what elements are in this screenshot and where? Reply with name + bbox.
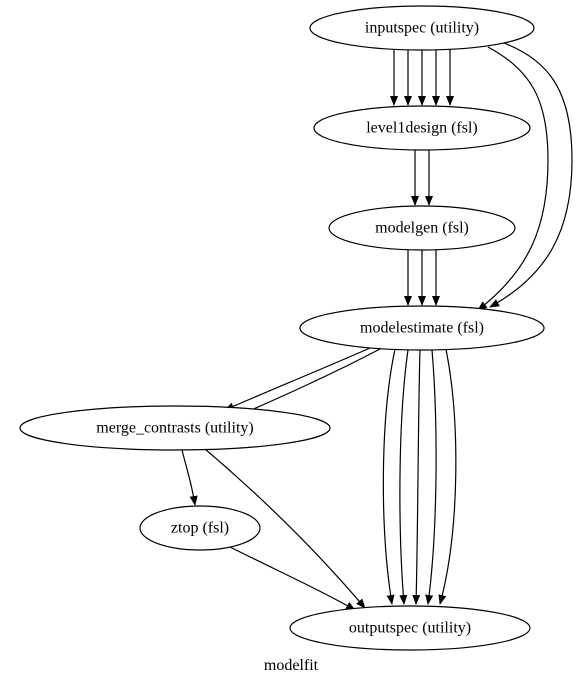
edge-modelestimate-outputspec-17 [428,350,436,604]
node-modelestimate: modelestimate (fsl) [300,306,544,350]
nodes-layer: inputspec (utility) level1design (fsl) mod… [20,6,544,650]
node-label-level1design: level1design (fsl) [366,120,478,137]
edge-modelestimate-outputspec-16 [416,350,420,604]
node-modelgen: modelgen (fsl) [329,206,515,250]
graph-title: modelfit [264,657,319,674]
node-level1design: level1design (fsl) [314,106,530,150]
node-label-mergecontrasts: merge_contrasts (utility) [96,420,253,437]
edge-modelestimate-outputspec-14 [383,349,395,604]
edge-mergecontrasts-ztop-19 [182,450,195,505]
node-label-outputspec: outputspec (utility) [349,620,471,637]
node-inputspec: inputspec (utility) [310,6,534,50]
node-label-inputspec: inputspec (utility) [365,20,479,37]
node-label-modelgen: modelgen (fsl) [375,220,469,237]
node-outputspec: outputspec (utility) [290,606,530,650]
edge-modelestimate-mergecontrasts-13 [240,349,380,415]
edge-ztop-outputspec-21 [230,547,355,610]
edge-inputspec-modelestimate-5 [490,43,572,307]
edge-modelestimate-mergecontrasts-12 [225,348,370,410]
node-label-modelestimate: modelestimate (fsl) [360,320,484,337]
edge-modelestimate-outputspec-18 [440,349,456,604]
node-mergecontrasts: merge_contrasts (utility) [20,406,330,450]
edge-inputspec-modelestimate-6 [478,47,548,310]
node-ztop: ztop (fsl) [140,506,260,550]
node-label-ztop: ztop (fsl) [171,520,229,537]
edge-modelestimate-outputspec-15 [400,350,408,604]
